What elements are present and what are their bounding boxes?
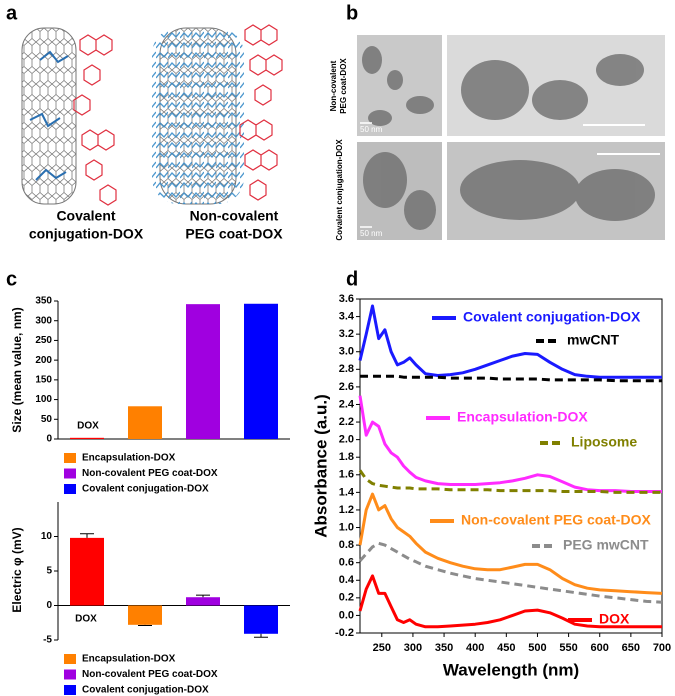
legend-label: PEG mwCNT [563, 537, 649, 553]
y-tick-label: 3.4 [339, 310, 355, 322]
scale-label: 50 nm [360, 125, 383, 134]
panel-label: a [6, 2, 18, 24]
row-label: Covalent conjugation-DOX [335, 139, 344, 241]
x-tick-label: 450 [497, 642, 515, 654]
legend-label: Encapsulation-DOX [82, 453, 176, 464]
legend-label: mwCNT [567, 332, 620, 348]
x-axis-title: Wavelength (nm) [443, 660, 579, 679]
y-tick-label: 0.6 [339, 557, 354, 569]
legend-swatch [64, 484, 76, 494]
y-axis-title: Absorbance (a.u.) [311, 394, 330, 538]
bar [186, 597, 220, 606]
panel-label: c [6, 268, 17, 290]
x-tick-label: 500 [528, 642, 546, 654]
x-tick-label: 650 [622, 642, 640, 654]
bar-annotation: DOX [77, 421, 99, 432]
x-tick-label: 400 [466, 642, 484, 654]
x-tick-label: 350 [435, 642, 453, 654]
y-axis-title: Electric φ (mV) [10, 527, 24, 612]
row-label: PEG coat-DOX [339, 58, 348, 114]
caption: PEG coat-DOX [185, 226, 283, 242]
x-tick-label: 550 [559, 642, 577, 654]
y-tick-label: 3.0 [339, 346, 354, 358]
legend-label: Encapsulation-DOX [457, 409, 588, 425]
y-tick-label: 1.8 [339, 451, 354, 463]
plot-frame [359, 298, 663, 634]
y-tick-label: 3.6 [339, 293, 354, 305]
legend-swatch [64, 685, 76, 695]
y-tick-label: 0.8 [339, 539, 354, 551]
legend-label: Non-covalent PEG coat-DOX [461, 512, 651, 528]
y-tick-label: 2.0 [339, 434, 354, 446]
y-tick-label: 2.4 [339, 398, 355, 410]
y-tick-label: 5 [46, 566, 52, 577]
legend-label: Liposome [571, 434, 637, 450]
y-tick-label: 10 [41, 531, 53, 542]
x-tick-label: 600 [591, 642, 609, 654]
y-tick-label: 100 [35, 394, 52, 405]
series-line [358, 574, 662, 629]
caption: conjugation-DOX [29, 226, 144, 242]
molecule-illustration [21, 24, 283, 206]
series-line [358, 304, 662, 379]
y-tick-label: 50 [41, 414, 53, 425]
caption: Covalent [56, 208, 115, 224]
series-line [360, 374, 662, 383]
legend-swatch [64, 669, 76, 680]
legend-label: Encapsulation-DOX [82, 654, 176, 665]
legend-swatch [64, 654, 76, 664]
y-tick-label: 3.2 [339, 328, 354, 340]
y-tick-label: 0.2 [339, 592, 354, 604]
y-tick-label: 1.6 [339, 469, 354, 481]
x-tick-label: 250 [373, 642, 391, 654]
y-tick-label: 0.4 [339, 574, 355, 586]
bar [128, 605, 162, 625]
legend-label: Covalent conjugation-DOX [82, 484, 209, 495]
legend-label: Covalent conjugation-DOX [463, 309, 641, 325]
y-tick-label: 1.0 [339, 521, 354, 533]
legend-label: Covalent conjugation-DOX [82, 685, 209, 696]
bar [70, 437, 104, 439]
panel-label: b [346, 2, 358, 24]
y-tick-label: 350 [35, 296, 52, 307]
legend-swatch [64, 468, 76, 479]
scale-label: 50 nm [360, 229, 383, 238]
bar [70, 537, 104, 606]
legend-swatch [64, 453, 76, 463]
y-tick-label: 200 [35, 355, 52, 366]
panel-label: d [346, 268, 358, 290]
legend-label: Non-covalent PEG coat-DOX [82, 468, 218, 479]
bar-annotation: DOX [75, 614, 97, 625]
legend-label: Non-covalent PEG coat-DOX [82, 669, 218, 680]
x-tick-label: 700 [653, 642, 671, 654]
y-tick-label: 300 [35, 315, 52, 326]
bar [244, 303, 278, 439]
y-tick-label: 250 [35, 335, 52, 346]
bar [244, 605, 278, 634]
tem-images [357, 35, 665, 240]
y-axis-title: Size (mean value, nm) [10, 307, 24, 432]
row-label: Non-covalent [329, 60, 338, 111]
bar [186, 304, 220, 439]
y-tick-label: 2.2 [339, 416, 354, 428]
y-tick-label: -0.2 [335, 627, 354, 639]
series-line [358, 492, 663, 595]
y-tick-label: 2.6 [339, 381, 354, 393]
y-tick-label: 1.2 [339, 504, 354, 516]
y-tick-label: 150 [35, 374, 52, 385]
y-tick-label: 0 [46, 434, 52, 445]
y-tick-label: 2.8 [339, 363, 354, 375]
y-tick-label: 1.4 [339, 486, 355, 498]
legend-label: DOX [599, 611, 630, 627]
series-line [358, 469, 662, 494]
y-tick-label: 0.0 [339, 609, 354, 621]
y-tick-label: -5 [43, 635, 52, 646]
y-tick-label: 0 [46, 600, 52, 611]
caption: Non-covalent [190, 208, 279, 224]
x-tick-label: 300 [404, 642, 422, 654]
bar [128, 406, 162, 439]
